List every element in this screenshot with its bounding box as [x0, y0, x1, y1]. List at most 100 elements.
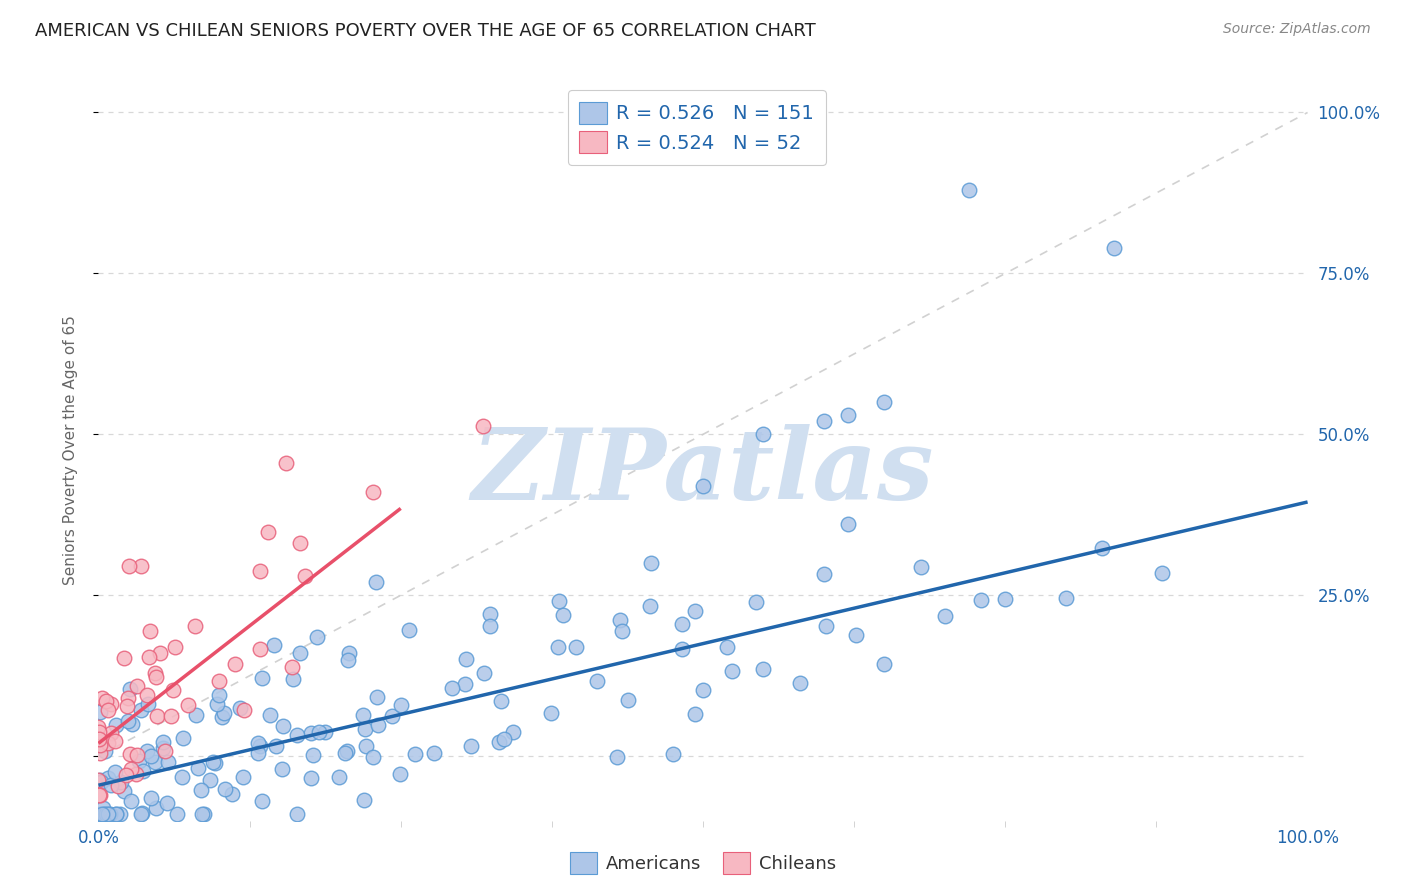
Point — [308, 724, 330, 739]
Point — [250, 671, 273, 685]
Point — [454, 677, 477, 691]
Point — [404, 747, 426, 762]
Point — [813, 566, 835, 581]
Point — [105, 718, 128, 732]
Point — [361, 749, 384, 764]
Point — [97, 807, 120, 822]
Point — [100, 778, 122, 792]
Point — [145, 755, 167, 769]
Point — [264, 739, 287, 754]
Point — [131, 805, 153, 820]
Point — [299, 771, 322, 785]
Point — [502, 724, 524, 739]
Point — [617, 693, 640, 707]
Point — [187, 761, 209, 775]
Point — [89, 746, 111, 760]
Point — [191, 807, 214, 822]
Point — [1152, 566, 1174, 581]
Point — [104, 807, 127, 822]
Point — [160, 709, 183, 723]
Point — [201, 756, 224, 770]
Point — [488, 735, 510, 749]
Legend: Americans, Chileans: Americans, Chileans — [562, 845, 844, 881]
Point — [873, 657, 896, 672]
Point — [472, 665, 495, 680]
Point — [367, 717, 389, 731]
Point — [104, 764, 127, 779]
Point — [214, 782, 236, 797]
Point — [139, 790, 162, 805]
Point — [299, 726, 322, 740]
Point — [135, 744, 157, 758]
Legend: R = 0.526   N = 151, R = 0.524   N = 52: R = 0.526 N = 151, R = 0.524 N = 52 — [568, 90, 825, 165]
Point — [94, 744, 117, 758]
Point — [281, 660, 304, 674]
Point — [271, 718, 294, 732]
Point — [381, 709, 404, 723]
Point — [114, 768, 136, 782]
Point — [606, 750, 628, 764]
Point — [104, 733, 127, 747]
Point — [745, 595, 768, 609]
Point — [356, 739, 378, 754]
Point — [229, 701, 252, 715]
Point — [353, 793, 375, 807]
Point — [177, 698, 200, 712]
Point — [145, 670, 167, 684]
Point — [221, 788, 243, 802]
Point — [683, 706, 706, 721]
Point — [352, 707, 374, 722]
Point — [90, 807, 112, 822]
Point — [366, 690, 388, 705]
Point — [837, 516, 859, 531]
Point — [692, 683, 714, 698]
Point — [1102, 241, 1125, 255]
Point — [87, 731, 110, 746]
Point — [249, 564, 271, 578]
Point — [87, 807, 110, 822]
Point — [492, 732, 515, 747]
Point — [94, 694, 117, 708]
Point — [118, 559, 141, 574]
Point — [120, 682, 142, 697]
Point — [456, 652, 478, 666]
Point — [155, 744, 177, 758]
Point — [93, 801, 115, 815]
Point — [97, 771, 120, 785]
Point — [211, 710, 233, 724]
Point — [551, 607, 574, 622]
Point — [609, 613, 631, 627]
Point — [208, 673, 231, 688]
Point — [720, 665, 742, 679]
Point — [585, 673, 607, 688]
Point — [813, 415, 835, 429]
Point — [96, 807, 118, 822]
Point — [263, 639, 285, 653]
Point — [166, 807, 188, 822]
Point — [662, 747, 685, 762]
Text: Source: ZipAtlas.com: Source: ZipAtlas.com — [1223, 22, 1371, 37]
Y-axis label: Seniors Poverty Over the Age of 65: Seniors Poverty Over the Age of 65 — [63, 316, 77, 585]
Point — [104, 807, 127, 822]
Point — [638, 599, 661, 613]
Point — [752, 662, 775, 676]
Point — [129, 807, 152, 822]
Point — [138, 650, 160, 665]
Point — [128, 754, 150, 768]
Point — [547, 594, 569, 608]
Point — [294, 568, 316, 582]
Point — [353, 723, 375, 737]
Point — [610, 624, 633, 638]
Point — [285, 728, 308, 742]
Point — [208, 689, 231, 703]
Point — [460, 739, 482, 753]
Point — [163, 640, 186, 654]
Point — [302, 748, 325, 763]
Point — [249, 739, 271, 754]
Point — [139, 748, 162, 763]
Point — [121, 717, 143, 731]
Point — [193, 807, 215, 822]
Point — [398, 623, 420, 637]
Point — [89, 773, 111, 788]
Point — [671, 617, 693, 632]
